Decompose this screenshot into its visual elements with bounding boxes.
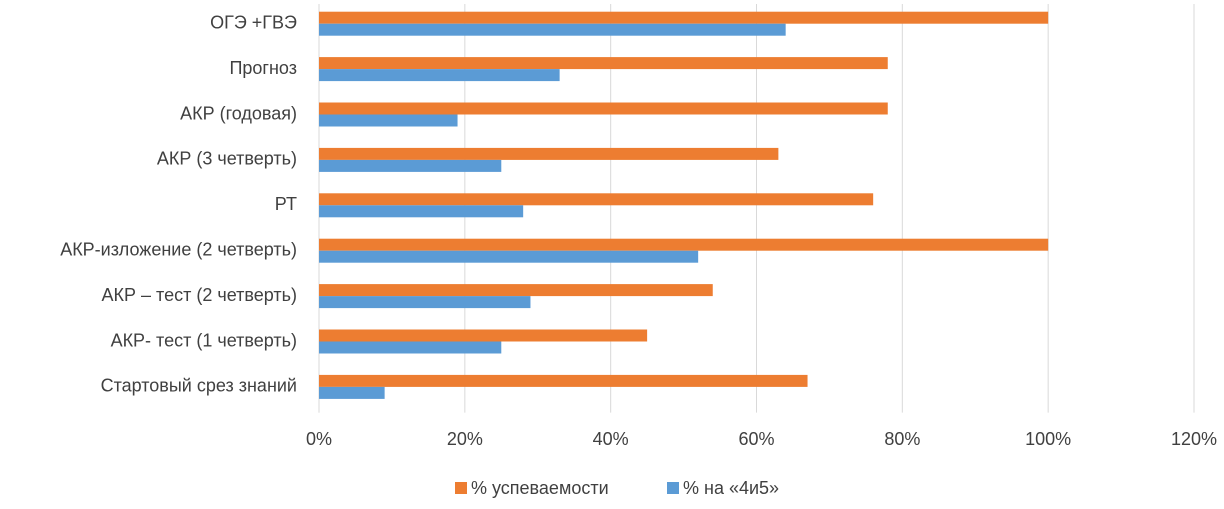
x-tick-label: 40% — [593, 429, 629, 449]
legend: % успеваемости % на «4и5» — [455, 478, 779, 498]
category-label: РТ — [275, 194, 297, 214]
category-label: АКР – тест (2 четверть) — [102, 285, 297, 305]
bar-4i5 — [319, 341, 502, 354]
x-tick-label: 20% — [447, 429, 483, 449]
bar-4i5 — [319, 23, 786, 36]
x-tick-label: 60% — [738, 429, 774, 449]
category-label: АКР (годовая) — [180, 103, 297, 123]
bar-4i5 — [319, 205, 524, 218]
x-axis-tick-labels: 0% 20% 40% 60% 80% 100% 120% — [306, 429, 1217, 449]
x-tick-label: 100% — [1025, 429, 1071, 449]
category-label: АКР- тест (1 четверть) — [111, 330, 297, 350]
legend-label: % успеваемости — [471, 478, 609, 498]
bar-uspevaemost — [319, 102, 888, 115]
bar-uspevaemost — [319, 329, 648, 342]
legend-label: % на «4и5» — [683, 478, 779, 498]
category-label: АКР (3 четверть) — [157, 149, 297, 169]
x-tick-label: 80% — [884, 429, 920, 449]
bar-4i5 — [319, 69, 560, 82]
bar-4i5 — [319, 114, 458, 127]
category-label: Стартовый срез знаний — [101, 376, 297, 396]
legend-swatch — [455, 482, 467, 494]
bar-uspevaemost — [319, 238, 1049, 251]
bar-uspevaemost — [319, 57, 888, 70]
bars — [319, 11, 1049, 399]
bar-uspevaemost — [319, 11, 1049, 24]
category-label: АКР-изложение (2 четверть) — [60, 239, 297, 259]
category-label: Прогноз — [229, 58, 297, 78]
bar-4i5 — [319, 386, 385, 399]
x-tick-label: 0% — [306, 429, 332, 449]
category-label: ОГЭ +ГВЭ — [210, 12, 297, 32]
bar-uspevaemost — [319, 284, 713, 297]
bar-uspevaemost — [319, 147, 779, 160]
bar-4i5 — [319, 159, 502, 172]
bar-4i5 — [319, 250, 699, 263]
category-labels: ОГЭ +ГВЭ Прогноз АКР (годовая) АКР (3 четве… — [60, 12, 297, 395]
bar-4i5 — [319, 296, 531, 309]
bar-uspevaemost — [319, 193, 874, 206]
bar-uspevaemost — [319, 374, 808, 387]
legend-swatch — [667, 482, 679, 494]
x-tick-label: 120% — [1171, 429, 1217, 449]
